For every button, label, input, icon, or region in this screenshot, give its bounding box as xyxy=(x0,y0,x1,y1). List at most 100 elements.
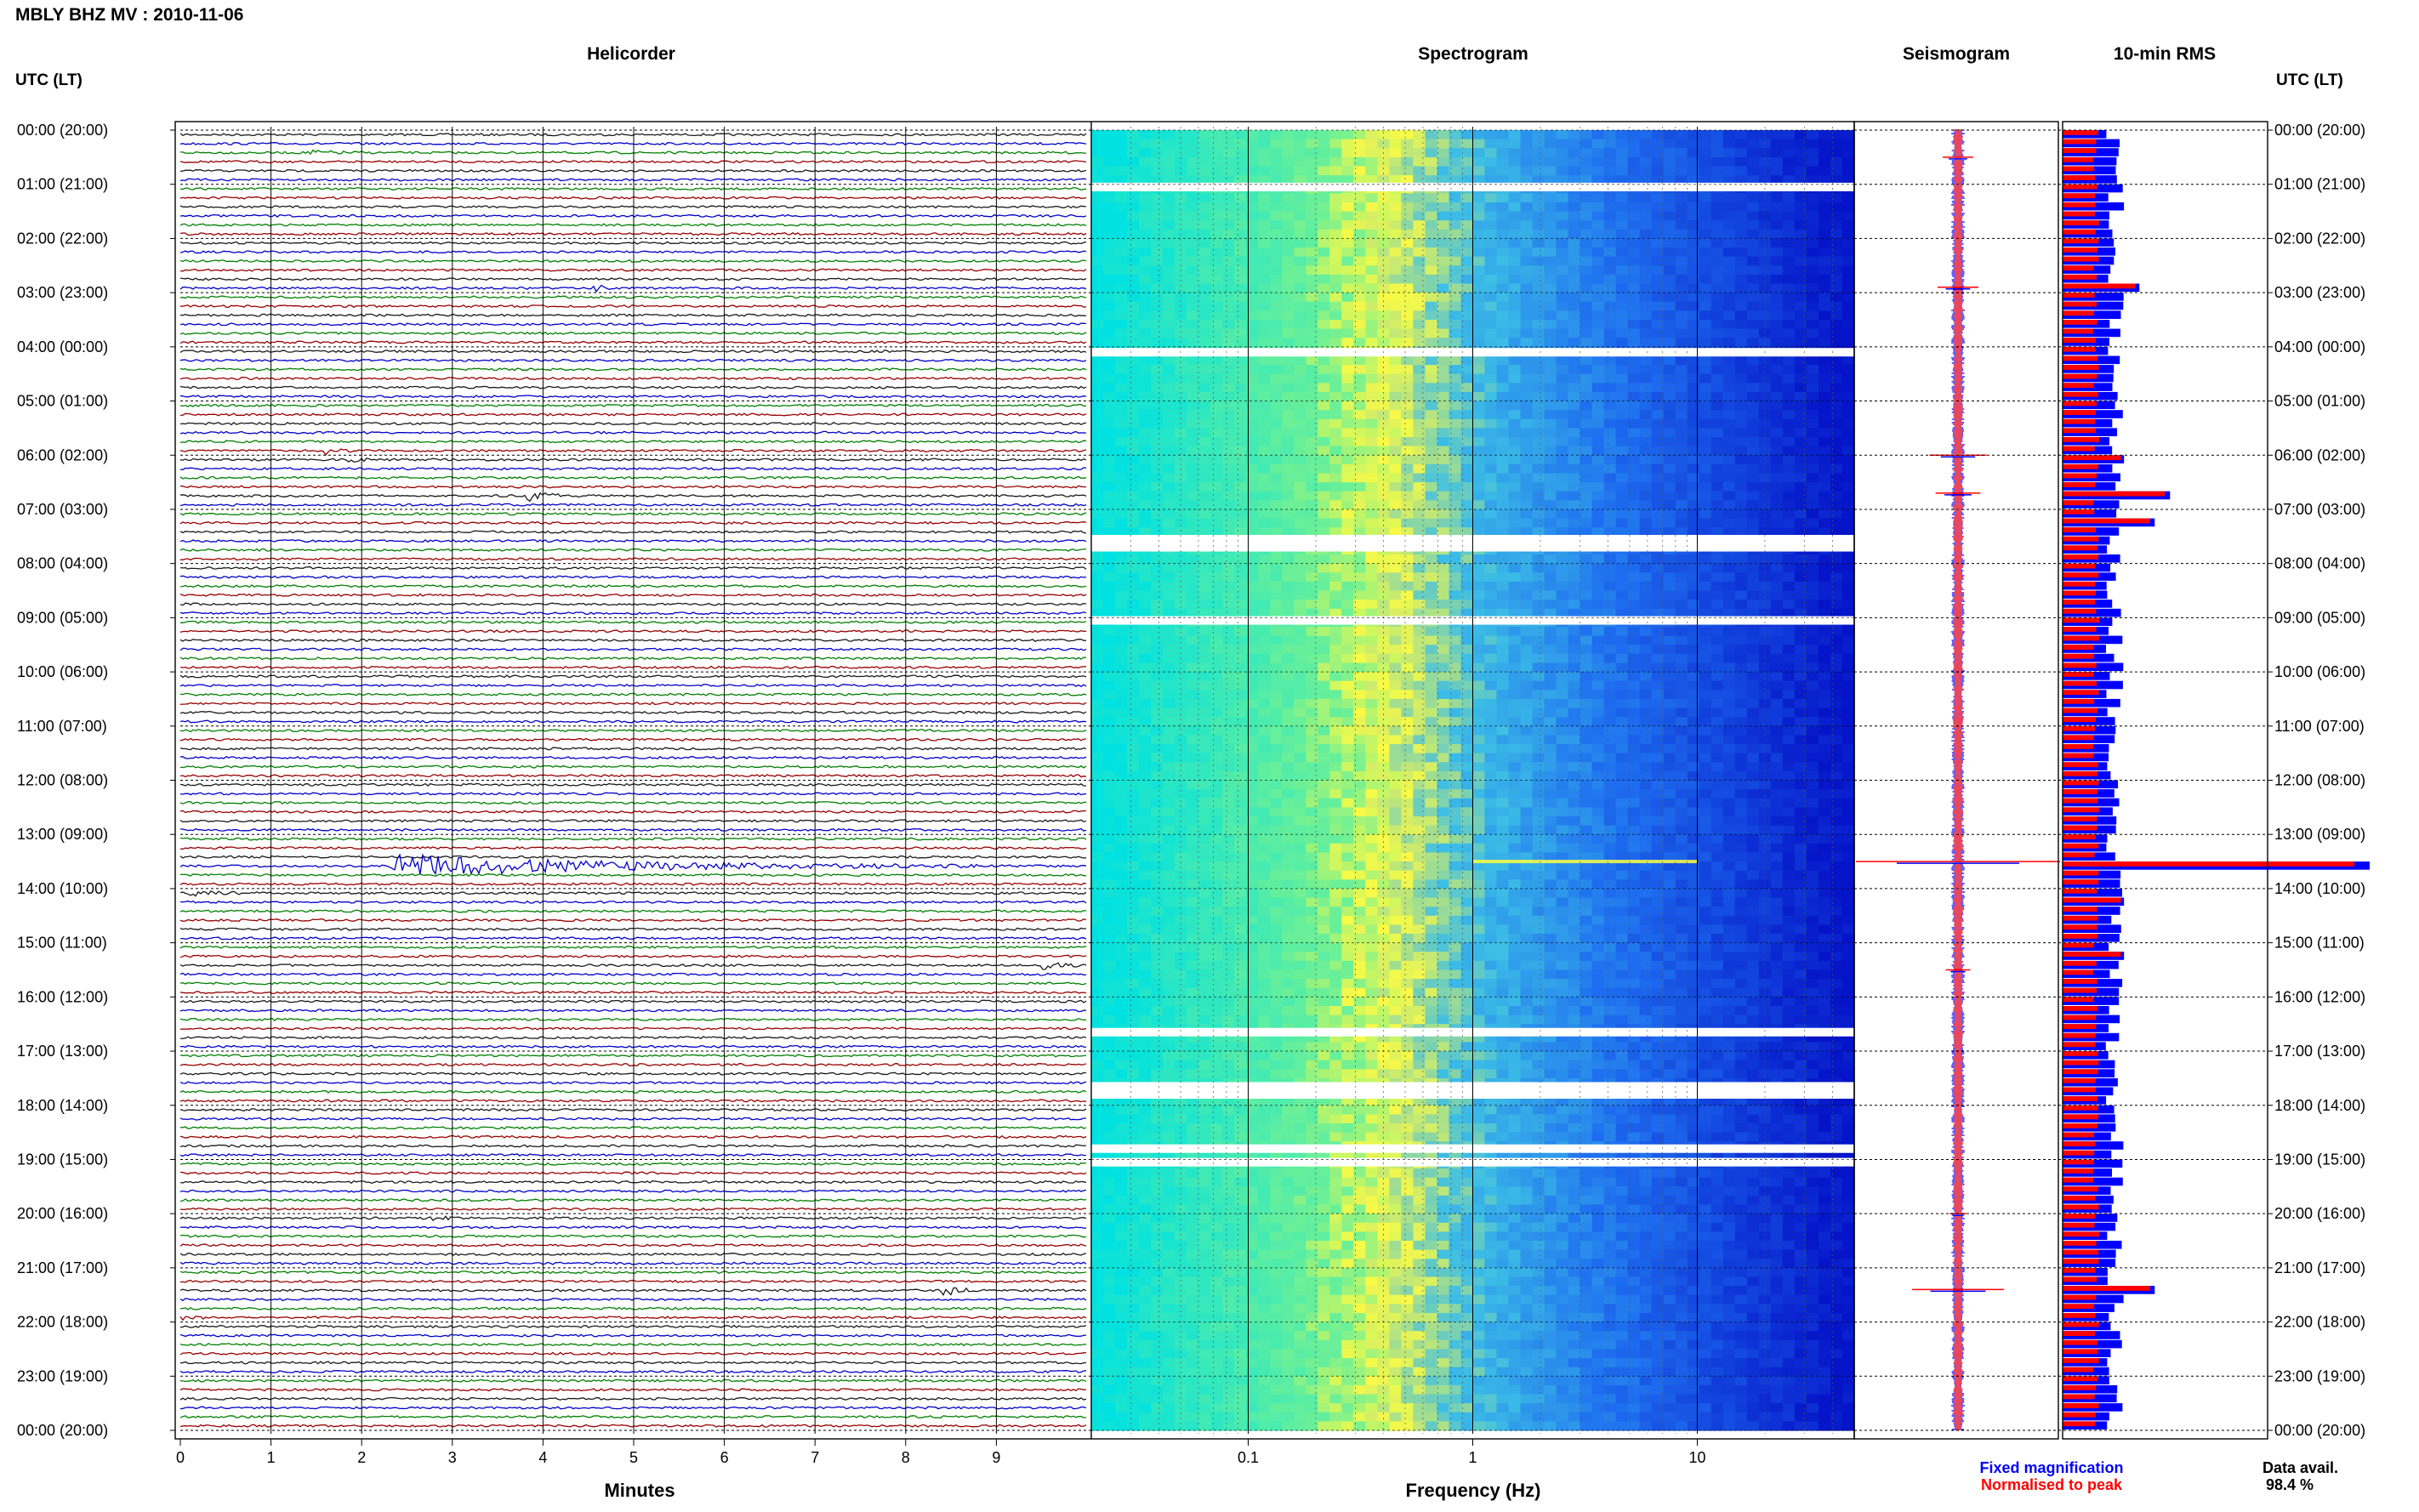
spectrogram-cell xyxy=(1210,463,1223,475)
spectrogram-cell xyxy=(1663,437,1676,447)
spectrogram-cell xyxy=(1627,301,1641,311)
spectrogram-cell xyxy=(1663,401,1676,411)
helicorder-panel xyxy=(179,127,1087,1434)
spectrogram-cell xyxy=(1103,762,1116,772)
spectrogram-cell xyxy=(1210,428,1223,438)
spectrogram-cell xyxy=(1651,717,1665,727)
spectrogram-cell xyxy=(1139,301,1152,311)
spectrogram-cell xyxy=(1460,798,1474,808)
spectrogram-cell xyxy=(1306,708,1318,718)
spectrogram-cell xyxy=(1437,211,1450,221)
spectrogram-cell xyxy=(1603,446,1617,456)
spectrogram-cell xyxy=(1163,166,1175,176)
spectrogram-cell xyxy=(1460,166,1474,176)
spectrogram-cell xyxy=(1842,653,1855,663)
spectrogram-cell xyxy=(1187,798,1199,808)
spectrogram-cell xyxy=(1627,283,1641,293)
spectrogram-cell xyxy=(1234,410,1247,420)
spectrogram-cell xyxy=(1544,463,1557,475)
spectrogram-cell xyxy=(1460,265,1474,276)
spectrogram-cell xyxy=(1675,581,1688,592)
spectrogram-cell xyxy=(1103,338,1116,348)
spectrogram-cell xyxy=(1329,672,1342,682)
spectrogram-cell xyxy=(1734,680,1748,691)
spectrogram-cell xyxy=(1282,518,1295,528)
spectrogram-cell xyxy=(1687,708,1700,718)
spectrogram-cell xyxy=(1270,473,1283,483)
spectrogram-cell xyxy=(1115,509,1128,520)
spectrogram-cell xyxy=(1365,645,1378,655)
spectrogram-cell xyxy=(1675,590,1688,600)
spectrogram-cell xyxy=(1306,247,1318,258)
spectrogram-cell xyxy=(1115,220,1128,230)
spectrogram-cell xyxy=(1306,211,1318,221)
spectrogram-cell xyxy=(1198,310,1211,321)
spectrogram-cell xyxy=(1139,410,1152,420)
spectrogram-cell xyxy=(1270,139,1283,149)
spectrogram-cell xyxy=(1484,202,1498,213)
spectrogram-cell xyxy=(1484,229,1498,239)
spectrogram-cell xyxy=(1794,446,1807,456)
spectrogram-cell xyxy=(1449,166,1462,176)
spectrogram-cell xyxy=(1258,301,1271,311)
spectrogram-cell xyxy=(1710,518,1724,528)
spectrogram-cell xyxy=(1115,328,1128,338)
spectrogram-cell xyxy=(1508,653,1522,663)
spectrogram-cell xyxy=(1210,473,1223,483)
spectrogram-cell xyxy=(1437,482,1450,492)
y-axis-title-right: UTC (LT) xyxy=(2276,71,2343,89)
spectrogram-cell xyxy=(1425,428,1437,438)
spectrogram-cell xyxy=(1139,753,1152,763)
spectrogram-cell xyxy=(1198,328,1211,338)
spectrogram-cell xyxy=(1306,446,1318,456)
spectrogram-cell xyxy=(1127,437,1140,447)
spectrogram-cell xyxy=(1556,283,1569,293)
spectrogram-cell xyxy=(1318,256,1330,266)
spectrogram-cell xyxy=(1615,139,1629,149)
spectrogram-cell xyxy=(1270,383,1283,393)
spectrogram-cell xyxy=(1258,193,1271,203)
spectrogram-cell xyxy=(1187,662,1199,673)
spectrogram-cell xyxy=(1294,383,1306,393)
spectrogram-cell xyxy=(1353,446,1366,456)
spectrogram-cell xyxy=(1806,238,1819,248)
spectrogram-cell xyxy=(1234,717,1247,727)
spectrogram-cell xyxy=(1306,428,1318,438)
spectrogram-cell xyxy=(1508,635,1522,645)
spectrogram-cell xyxy=(1842,211,1855,221)
spectrogram-cell xyxy=(1163,130,1175,140)
spectrogram-cell xyxy=(1806,310,1819,321)
spectrogram-cell xyxy=(1318,627,1330,637)
spectrogram-cell xyxy=(1258,437,1271,447)
spectrogram-cell xyxy=(1163,328,1175,338)
spectrogram-cell xyxy=(1568,373,1581,384)
spectrogram-cell xyxy=(1318,139,1330,149)
spectrogram-cell xyxy=(1710,590,1724,600)
spectrogram-cell xyxy=(1627,770,1641,782)
spectrogram-cell xyxy=(1341,156,1354,168)
spectrogram-cell xyxy=(1318,229,1330,239)
spectrogram-cell xyxy=(1770,148,1784,158)
spectrogram-cell xyxy=(1770,744,1784,754)
spectrogram-cell xyxy=(1198,437,1211,447)
spectrogram-cell xyxy=(1413,193,1426,203)
spectrogram-cell xyxy=(1401,130,1414,140)
spectrogram-cell xyxy=(1806,753,1819,763)
spectrogram-cell xyxy=(1746,554,1760,565)
spectrogram-cell xyxy=(1770,635,1784,645)
spectrogram-cell xyxy=(1091,410,1104,420)
spectrogram-cell xyxy=(1103,627,1116,637)
spectrogram-cell xyxy=(1246,590,1259,600)
spectrogram-cell xyxy=(1556,328,1569,338)
spectrogram-cell xyxy=(1842,401,1855,411)
spectrogram-cell xyxy=(1556,391,1569,402)
spectrogram-cell xyxy=(1341,708,1354,718)
spectrogram-cell xyxy=(1710,139,1724,149)
spectrogram-cell xyxy=(1091,680,1104,691)
spectrogram-cell xyxy=(1819,627,1831,637)
spectrogram-cell xyxy=(1615,780,1629,790)
spectrogram-cell xyxy=(1127,708,1140,718)
spectrogram-cell xyxy=(1651,572,1665,583)
spectrogram-cell xyxy=(1830,156,1843,168)
spectrogram-cell xyxy=(1520,627,1534,637)
